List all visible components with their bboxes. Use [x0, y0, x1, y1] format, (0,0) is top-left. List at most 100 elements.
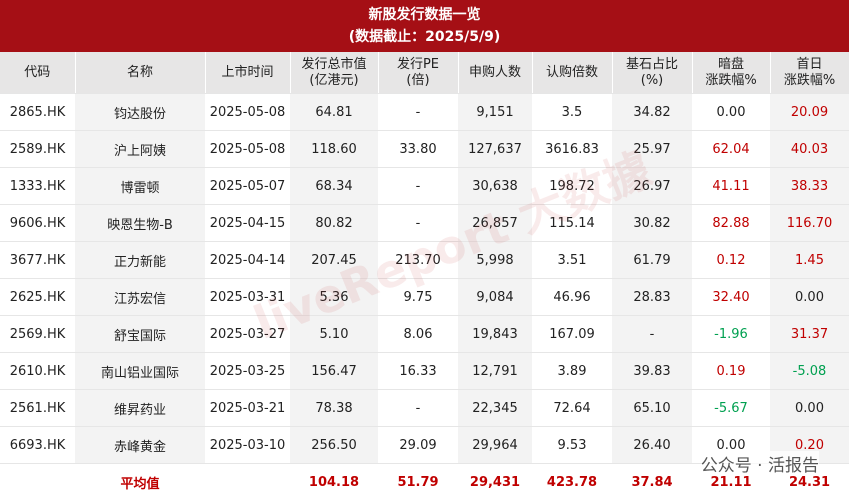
cell: 256.50 [290, 426, 378, 464]
cell: 5.10 [290, 315, 378, 353]
cell: 6693.HK [0, 426, 75, 464]
cell: 舒宝国际 [75, 315, 205, 353]
cell: 198.72 [532, 167, 612, 205]
cell: 2025-05-08 [205, 93, 290, 131]
cell: 62.04 [692, 130, 770, 168]
ipo-table: 代码 名称 上市时间 发行总市值 (亿港元) 发行PE (倍) 申购人数 认购倍数 基石占比 … [0, 52, 849, 498]
cell: 16.33 [378, 352, 458, 390]
cell: 2561.HK [0, 389, 75, 427]
cell: 0.00 [770, 278, 849, 316]
data-row: 2569.HK 舒宝国际 2025-03-27 5.10 8.06 19,843 167.0… [0, 315, 849, 353]
column-header: 基石占比 (%) [612, 52, 693, 94]
cell: 61.79 [612, 241, 692, 279]
cell: 127,637 [458, 130, 532, 168]
cell: - [612, 315, 692, 353]
cell: 28.83 [612, 278, 692, 316]
cell: - [378, 389, 458, 427]
cell: 维昇药业 [75, 389, 205, 427]
cell: 2865.HK [0, 93, 75, 131]
cell: 22,345 [458, 389, 532, 427]
title: 新股发行数据一览 [368, 7, 481, 23]
cell: 2610.HK [0, 352, 75, 390]
cell: 64.81 [290, 93, 378, 131]
cell: 39.83 [612, 352, 692, 390]
column-header: 代码 [0, 52, 76, 94]
column-header: 首日 涨跌幅% [770, 52, 849, 94]
cell: 26.40 [612, 426, 692, 464]
cell: 80.82 [290, 204, 378, 242]
data-row: 1333.HK 博雷顿 2025-05-07 68.34-30,638 198.72 26… [0, 167, 849, 205]
cell: 3677.HK [0, 241, 75, 279]
cell: 映恩生物-B [75, 204, 205, 242]
cell: 0.12 [692, 241, 770, 279]
cell: 2025-05-08 [205, 130, 290, 168]
cell: - [378, 204, 458, 242]
cell: 34.82 [612, 93, 692, 131]
data-row: 2865.HK 钧达股份 2025-05-08 64.81-9,151 3.5 34.82… [0, 93, 849, 131]
cell: 沪上阿姨 [75, 130, 205, 168]
column-header: 申购人数 [458, 52, 533, 94]
cell: 116.70 [770, 204, 849, 242]
column-header: 名称 [75, 52, 206, 94]
cell: 26.97 [612, 167, 692, 205]
cell [205, 463, 290, 498]
cell: 2025-03-10 [205, 426, 290, 464]
data-row: 3677.HK 正力新能 2025-04-14 207.45 213.70 5,998 3.… [0, 241, 849, 279]
cell: 2589.HK [0, 130, 75, 168]
average-value: 51.79 [378, 463, 458, 498]
column-header: 上市时间 [205, 52, 291, 94]
cell: 25.97 [612, 130, 692, 168]
cell: 19,843 [458, 315, 532, 353]
data-row: 2561.HK 维昇药业 2025-03-21 78.38-22,345 72.64 65… [0, 389, 849, 427]
header-row: 代码 名称 上市时间 发行总市值 (亿港元) 发行PE (倍) 申购人数 认购倍数 基石占比 … [0, 52, 849, 94]
cell: 78.38 [290, 389, 378, 427]
cell: 32.40 [692, 278, 770, 316]
cell: 31.37 [770, 315, 849, 353]
cell: 38.33 [770, 167, 849, 205]
cell: 江苏宏信 [75, 278, 205, 316]
average-value: 29,431 [458, 463, 532, 498]
cell: 46.96 [532, 278, 612, 316]
column-header: 发行总市值 (亿港元) [290, 52, 379, 94]
cell: 29,964 [458, 426, 532, 464]
cell: -5.67 [692, 389, 770, 427]
data-row: 9606.HK 映恩生物-B 2025-04-15 80.82-26,857 115.1… [0, 204, 849, 242]
column-header: 认购倍数 [532, 52, 613, 94]
cell: 0.00 [770, 389, 849, 427]
data-row: 2625.HK 江苏宏信 2025-03-31 5.36 9.75 9,084 46.96 2… [0, 278, 849, 316]
cell: 29.09 [378, 426, 458, 464]
cell: 2025-04-15 [205, 204, 290, 242]
cell: 12,791 [458, 352, 532, 390]
cell: 41.11 [692, 167, 770, 205]
cell: 3616.83 [532, 130, 612, 168]
cell: 82.88 [692, 204, 770, 242]
cell: 9.53 [532, 426, 612, 464]
cell: 钧达股份 [75, 93, 205, 131]
cell: 2025-03-27 [205, 315, 290, 353]
cell: 1333.HK [0, 167, 75, 205]
average-row: 平均值 104.18 51.79 29,431 423.78 37.84 21.11 24.3… [0, 463, 849, 498]
cell: 9,151 [458, 93, 532, 131]
average-label: 平均值 [75, 463, 205, 498]
cell: - [378, 93, 458, 131]
cell: 20.09 [770, 93, 849, 131]
footer-mark: 公众号 · 活报告 [700, 451, 819, 476]
cell: 65.10 [612, 389, 692, 427]
cell: 0.00 [692, 93, 770, 131]
data-row: 2610.HK 南山铝业国际 2025-03-25 156.47 16.33 12,791… [0, 352, 849, 390]
cell: 2025-04-14 [205, 241, 290, 279]
cell: 40.03 [770, 130, 849, 168]
average-value: 37.84 [612, 463, 692, 498]
cell: 118.60 [290, 130, 378, 168]
cell: 1.45 [770, 241, 849, 279]
cell: 2025-03-31 [205, 278, 290, 316]
cell: 2625.HK [0, 278, 75, 316]
cell: 9606.HK [0, 204, 75, 242]
cell: 5,998 [458, 241, 532, 279]
average-value: 104.18 [290, 463, 378, 498]
cell: 3.51 [532, 241, 612, 279]
cell: 0.19 [692, 352, 770, 390]
data-row: 6693.HK 赤峰黄金 2025-03-10 256.50 29.09 29,964 9.… [0, 426, 849, 464]
cell: 167.09 [532, 315, 612, 353]
